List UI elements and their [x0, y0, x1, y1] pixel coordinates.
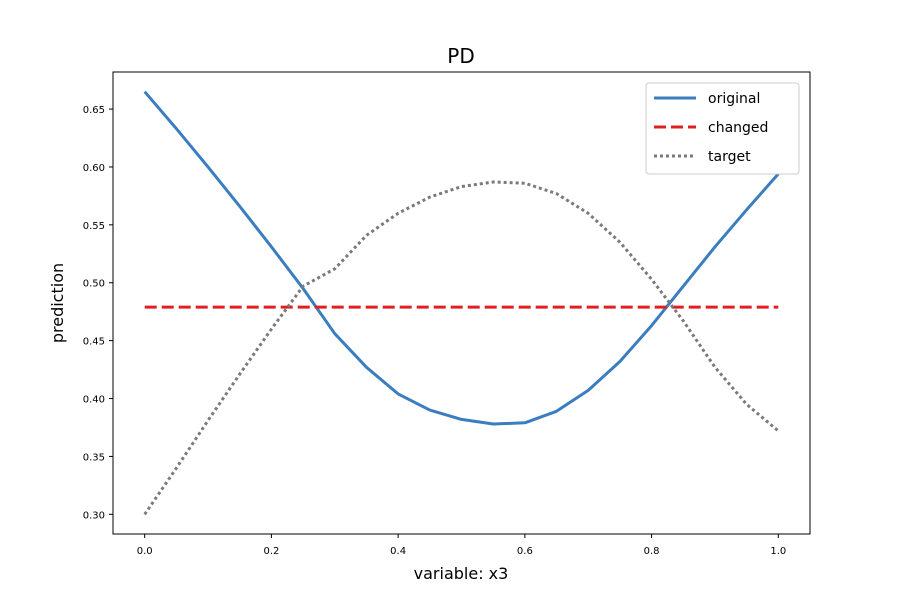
x-tick-label: 0.2	[263, 546, 279, 557]
y-axis-ticks: 0.30 0.35 0.40 0.45 0.50 0.55 0.60 0.65	[83, 105, 113, 521]
legend-label-original: original	[708, 91, 760, 107]
y-tick-label: 0.45	[83, 337, 105, 348]
x-tick-label: 1.0	[770, 546, 786, 557]
y-tick-label: 0.60	[83, 163, 105, 174]
y-tick-label: 0.55	[83, 221, 105, 232]
legend-box	[645, 82, 800, 175]
chart-title: PD	[447, 44, 474, 68]
x-tick-label: 0.8	[644, 546, 660, 557]
legend: original changed target	[645, 82, 800, 175]
x-axis-label: variable: x3	[414, 564, 509, 583]
x-tick-label: 0.6	[517, 546, 533, 557]
plot-lines	[143, 90, 780, 516]
y-tick-label: 0.65	[83, 105, 105, 116]
y-tick-label: 0.30	[83, 510, 105, 521]
series-line-target	[143, 180, 780, 516]
y-tick-label: 0.35	[83, 452, 105, 463]
x-tick-label: 0.4	[390, 546, 406, 557]
y-tick-label: 0.40	[83, 395, 105, 406]
x-tick-label: 0.0	[137, 546, 153, 557]
x-axis-ticks: 0.0 0.2 0.4 0.6 0.8 1.0	[137, 534, 786, 557]
y-tick-label: 0.50	[83, 279, 105, 290]
plot-frame	[112, 71, 811, 535]
series-line-original	[143, 90, 780, 426]
legend-label-target: target	[708, 149, 751, 165]
legend-label-changed: changed	[708, 120, 768, 136]
y-axis-label: prediction	[48, 263, 67, 343]
